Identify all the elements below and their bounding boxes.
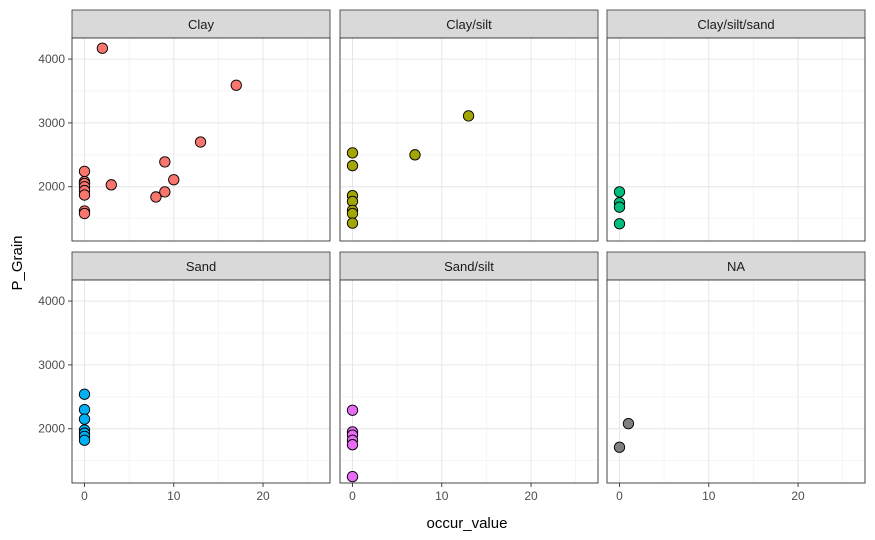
data-point	[168, 174, 180, 186]
data-point	[194, 136, 207, 148]
facet-panel: NA	[606, 251, 866, 484]
data-point	[613, 441, 626, 453]
data-point	[346, 217, 359, 229]
x-axis: 0 10 20 0 10 20 0 10 20	[81, 483, 805, 503]
facet-panel: Sand	[71, 251, 331, 484]
facet-panel: Sand/silt	[339, 251, 599, 484]
gridlines	[607, 38, 865, 241]
data-point	[150, 191, 162, 203]
panel-border	[71, 279, 331, 484]
data-point	[78, 207, 91, 220]
x-tick-label: 10	[167, 489, 181, 503]
facet-strip	[339, 9, 599, 39]
x-tick-label: 0	[349, 489, 356, 503]
gridlines	[72, 280, 330, 483]
gridlines	[340, 280, 598, 483]
data-point	[105, 179, 117, 191]
panel-border	[606, 279, 866, 484]
x-tick-label: 10	[435, 489, 449, 503]
data-point	[346, 147, 359, 159]
data-point	[462, 110, 475, 122]
facet-strip-label: Clay/silt/sand	[697, 17, 774, 32]
facet-strip-label: Sand/silt	[444, 259, 494, 274]
data-point	[230, 79, 242, 91]
panel-border	[339, 37, 599, 242]
data-point	[78, 165, 91, 178]
y-axis-title: P_Grain	[9, 235, 26, 290]
y-tick-label: 2000	[38, 422, 65, 436]
data-point	[78, 189, 91, 201]
data-point	[346, 404, 359, 416]
panel-border	[606, 37, 866, 242]
facet-panel: Clay	[71, 9, 331, 242]
data-point	[613, 201, 626, 213]
facet-strip	[71, 9, 331, 39]
y-tick-label: 4000	[38, 52, 65, 66]
facet-strip-label: Clay/silt	[446, 17, 492, 32]
data-point	[346, 160, 359, 172]
gridlines	[607, 280, 865, 483]
data-point	[78, 403, 91, 416]
facet-strip	[339, 251, 599, 281]
x-tick-label: 20	[524, 489, 538, 503]
data-point	[409, 149, 421, 161]
x-axis-title: occur_value	[427, 515, 508, 532]
x-tick-label: 20	[791, 489, 805, 503]
data-point	[96, 42, 109, 54]
y-tick-label: 4000	[38, 294, 65, 308]
facet-strip-label: Clay	[188, 17, 215, 32]
facet-panel: Clay/silt/sand	[606, 9, 866, 242]
gridlines	[340, 38, 598, 241]
data-point	[159, 186, 171, 198]
facet-strip	[606, 9, 866, 39]
y-axis: 2000 3000 4000 2000 3000 4000	[38, 52, 72, 436]
data-point	[613, 186, 626, 198]
panel-border	[71, 37, 331, 242]
data-point	[78, 413, 91, 425]
data-point	[159, 156, 171, 168]
data-point	[78, 434, 91, 446]
facet-strip-label: Sand	[186, 259, 216, 274]
data-point	[78, 388, 91, 400]
facet-strip-label: NA	[727, 259, 745, 274]
data-point	[613, 218, 626, 230]
panel-border	[339, 279, 599, 484]
plot-background	[607, 280, 865, 483]
plot-background	[340, 280, 598, 483]
x-tick-label: 0	[81, 489, 88, 503]
y-tick-label: 3000	[38, 116, 65, 130]
x-tick-label: 0	[616, 489, 623, 503]
data-point	[346, 439, 359, 451]
plot-background	[340, 38, 598, 241]
x-tick-label: 10	[702, 489, 716, 503]
x-tick-label: 20	[256, 489, 270, 503]
y-tick-label: 3000	[38, 358, 65, 372]
facet-panel: Clay/silt	[339, 9, 599, 242]
facet-strip	[71, 251, 331, 281]
data-point	[346, 470, 359, 483]
plot-background	[607, 38, 865, 241]
data-point	[346, 207, 359, 220]
panels-layer: Clay Clay/silt Clay/silt/sand Sand Sand/silt…	[71, 9, 866, 484]
data-point	[622, 417, 635, 430]
y-tick-label: 2000	[38, 180, 65, 194]
plot-background	[72, 280, 330, 483]
